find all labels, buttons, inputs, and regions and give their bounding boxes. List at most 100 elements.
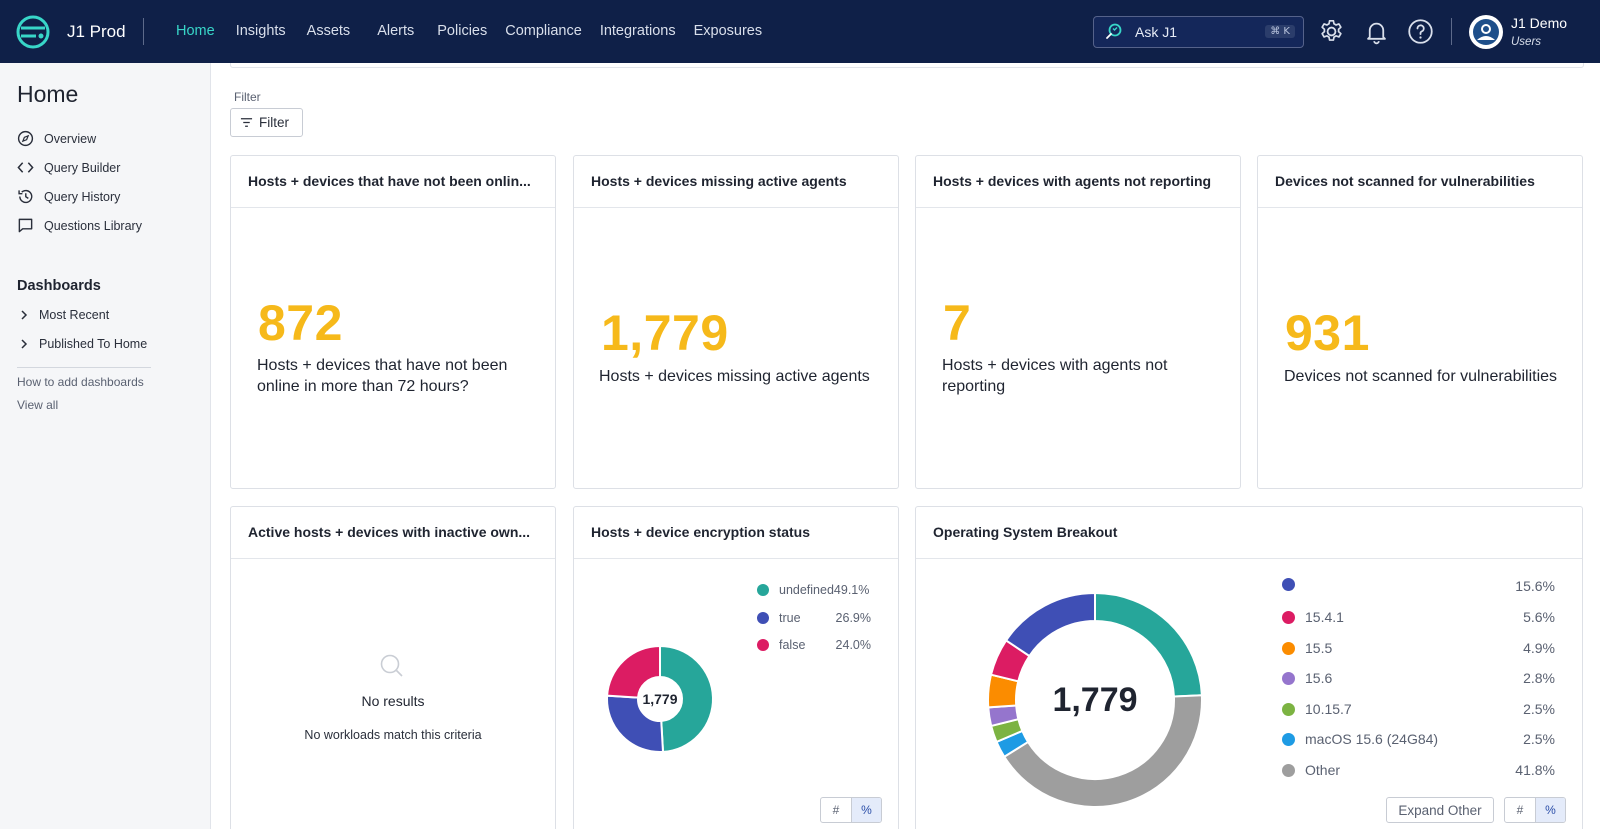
- expand-other-button[interactable]: Expand Other: [1386, 797, 1494, 823]
- chevron-right-icon: [21, 310, 28, 320]
- count-percent-toggle: # %: [820, 797, 882, 823]
- sidebar-item-label: Questions Library: [44, 218, 142, 233]
- avatar[interactable]: [1469, 15, 1503, 49]
- sidebar-item-most-recent[interactable]: Most Recent: [19, 308, 109, 322]
- no-results-subtitle: No workloads match this criteria: [304, 728, 482, 742]
- legend-label: 15.4.1: [1305, 609, 1344, 625]
- user-avatar-icon: [1473, 19, 1499, 45]
- nav-alerts[interactable]: Alerts: [377, 23, 415, 39]
- legend-value: 2.8%: [1523, 670, 1555, 686]
- sidebar-item-query-builder[interactable]: Query Builder: [17, 159, 120, 176]
- kpi-description: Hosts + devices with agents not reportin…: [942, 357, 1168, 395]
- sidebar-item-label: Query Builder: [44, 160, 121, 175]
- legend-swatch: [1282, 732, 1295, 746]
- collapsed-panel-edge: [230, 63, 1584, 68]
- filter-button[interactable]: Filter: [230, 108, 303, 137]
- legend-item-os-15-4-1[interactable]: 15.4.1: [1282, 609, 1344, 625]
- sidebar-item-label: Published To Home: [39, 337, 148, 351]
- history-icon: [18, 189, 33, 204]
- legend-label: false: [779, 638, 806, 652]
- legend-value: 2.5%: [1523, 731, 1555, 747]
- legend-item-os-10-15-7[interactable]: 10.15.7: [1282, 701, 1352, 717]
- no-results-title: No results: [361, 693, 425, 709]
- divider: [1451, 18, 1452, 45]
- donut-slice-blank[interactable]: [1004, 591, 1096, 658]
- legend-item-os-blank[interactable]: [1282, 578, 1305, 591]
- code-icon: [17, 162, 34, 173]
- sidebar-item-questions-library[interactable]: Questions Library: [17, 217, 142, 234]
- kpi-card-missing-agents: Hosts + devices missing active agents 1,…: [573, 155, 899, 489]
- legend-label: 15.6: [1305, 670, 1333, 686]
- search-shortcut: ⌘ K: [1265, 25, 1295, 38]
- ask-search-icon: [1106, 23, 1122, 39]
- legend-value: 4.9%: [1523, 640, 1555, 656]
- count-toggle-button[interactable]: #: [1516, 803, 1524, 817]
- card-title: Hosts + devices with agents not reportin…: [916, 156, 1240, 208]
- gear-icon[interactable]: [1318, 18, 1345, 45]
- count-percent-toggle: # %: [1504, 797, 1566, 823]
- ask-j1-search[interactable]: Ask J1 ⌘ K: [1093, 16, 1304, 48]
- kpi-value: 872: [258, 295, 343, 351]
- inactive-owners-card: Active hosts + devices with inactive own…: [230, 506, 556, 829]
- user-name[interactable]: J1 Demo: [1511, 15, 1568, 31]
- percent-toggle-button[interactable]: %: [851, 798, 881, 822]
- legend-value: 2.5%: [1523, 701, 1555, 717]
- nav-exposures[interactable]: Exposures: [693, 23, 763, 39]
- legend-item-undefined[interactable]: undefined 49.1%: [757, 583, 869, 597]
- legend-value: 26.9%: [835, 611, 871, 625]
- divider: [143, 18, 144, 45]
- nav-policies[interactable]: Policies: [437, 23, 488, 39]
- donut-slice-true[interactable]: [606, 694, 665, 753]
- sidebar-item-query-history[interactable]: Query History: [17, 188, 120, 205]
- legend-value: 41.8%: [1515, 762, 1555, 778]
- compass-icon: [17, 130, 34, 147]
- legend-item-os-15-6[interactable]: 15.6: [1282, 670, 1332, 686]
- nav-integrations[interactable]: Integrations: [599, 23, 676, 39]
- sidebar-item-published-to-home[interactable]: Published To Home: [19, 337, 147, 351]
- legend-label: macOS 15.6 (24G84): [1305, 731, 1439, 747]
- legend-value: 49.1%: [833, 583, 870, 597]
- kpi-card-offline: Hosts + devices that have not been onlin…: [230, 155, 556, 489]
- count-toggle-button[interactable]: #: [832, 803, 840, 817]
- legend-item-false[interactable]: false: [757, 638, 805, 652]
- kpi-value: 7: [943, 295, 972, 351]
- nav-insights[interactable]: Insights: [235, 23, 286, 39]
- legend-label: 10.15.7: [1305, 701, 1352, 717]
- kpi-card-not-scanned: Devices not scanned for vulnerabilities …: [1257, 155, 1583, 489]
- filter-label: Filter: [234, 90, 261, 104]
- donut-slice-false[interactable]: [606, 644, 661, 699]
- donut-slice-undefined[interactable]: [659, 644, 714, 753]
- nav-compliance[interactable]: Compliance: [505, 23, 582, 39]
- legend-swatch: [1282, 763, 1295, 777]
- encryption-donut-chart: 1,779: [606, 644, 714, 753]
- sidebar-item-overview[interactable]: Overview: [17, 130, 96, 147]
- card-title: Devices not scanned for vulnerabilities: [1258, 156, 1582, 208]
- main-nav: Home Insights Assets Alerts Policies Com…: [176, 23, 783, 39]
- bell-icon[interactable]: [1363, 18, 1390, 45]
- percent-toggle-button[interactable]: %: [1535, 798, 1565, 822]
- how-to-add-dashboards-link[interactable]: How to add dashboards: [17, 375, 144, 389]
- view-all-link[interactable]: View all: [17, 398, 59, 412]
- kpi-card-agents-not-reporting: Hosts + devices with agents not reportin…: [915, 155, 1241, 489]
- chat-bubble-icon: [18, 218, 33, 233]
- dashboards-heading: Dashboards: [17, 278, 101, 294]
- legend-label: Other: [1305, 762, 1341, 778]
- sidebar-item-label: Most Recent: [39, 308, 110, 322]
- search-label: Ask J1: [1135, 24, 1178, 40]
- card-title: Operating System Breakout: [916, 507, 1582, 559]
- legend-swatch: [757, 639, 769, 651]
- legend-item-os-macos-15-6[interactable]: macOS 15.6 (24G84): [1282, 731, 1438, 747]
- chevron-right-icon: [21, 339, 28, 349]
- legend-item-os-other[interactable]: Other: [1282, 762, 1340, 778]
- help-icon[interactable]: [1407, 18, 1434, 45]
- nav-home[interactable]: Home: [176, 23, 215, 39]
- jupiterone-logo-icon[interactable]: [16, 15, 50, 49]
- legend-item-os-15-5[interactable]: 15.5: [1282, 640, 1332, 656]
- card-title: Active hosts + devices with inactive own…: [231, 507, 555, 559]
- card-title: Hosts + devices missing active agents: [574, 156, 898, 208]
- legend-value: 15.6%: [1515, 578, 1555, 594]
- legend-item-true[interactable]: true: [757, 611, 801, 625]
- nav-assets[interactable]: Assets: [306, 23, 351, 39]
- donut-center-total: 1,779: [1052, 681, 1137, 719]
- legend-swatch: [1282, 702, 1295, 716]
